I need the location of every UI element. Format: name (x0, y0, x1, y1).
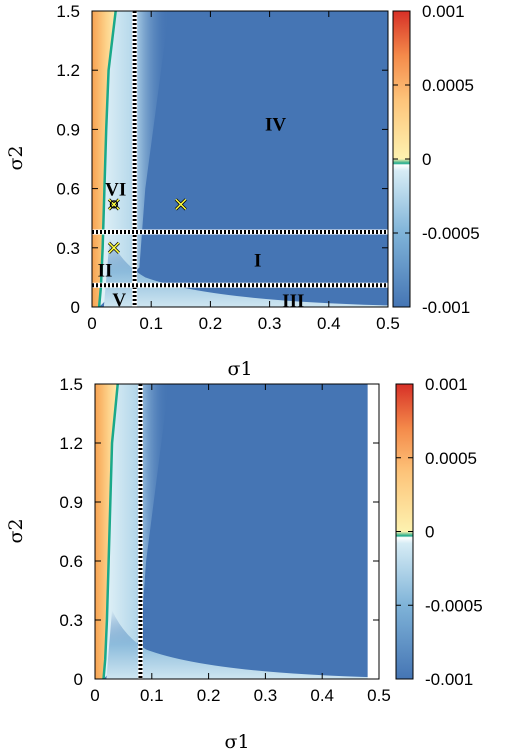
bottom-gradient-band (103, 237, 388, 307)
plot-frame (91, 10, 389, 308)
region-label: III (282, 291, 304, 312)
colorbar-tick-label: -0.0005 (425, 596, 483, 615)
heatmap (92, 11, 388, 307)
region-label: VI (105, 180, 126, 201)
region-label: IV (265, 114, 286, 135)
marker-x (108, 242, 120, 254)
colorbar-tick-label: 0.001 (425, 375, 468, 394)
y-tick-label: 0.3 (59, 611, 83, 630)
x-tick-label: 0 (90, 686, 99, 705)
low-gradient-band (103, 384, 169, 679)
zero-contour (102, 384, 119, 679)
y-axis-label: σ2 (5, 145, 27, 170)
x-tick-label: 0.3 (258, 314, 282, 333)
colorbar-tick-label: 0.0005 (425, 449, 477, 468)
colorbar-tick-label: 0 (422, 150, 431, 169)
y-tick-label: 1.5 (56, 2, 80, 21)
y-tick-label: 1.2 (56, 61, 80, 80)
y-tick-label: 0.9 (56, 120, 80, 139)
colorbar-tick-label: -0.0005 (422, 224, 480, 243)
colorbar-tick-label: -0.001 (425, 670, 473, 689)
colorbar-tick-label: 0 (425, 523, 434, 542)
region-label: V (112, 290, 126, 311)
x-tick-label: 0.4 (310, 686, 334, 705)
data-marker (174, 198, 187, 211)
empty-strip (367, 384, 379, 679)
region-label: II (98, 261, 113, 282)
data-marker (107, 198, 120, 211)
y-tick-label: 0.6 (56, 180, 80, 199)
x-tick-label: 0.2 (199, 314, 223, 333)
positive-region (95, 384, 118, 679)
bottom-gradient-band (106, 610, 379, 679)
heatmap (95, 384, 379, 679)
x-tick-label: 0.5 (367, 686, 391, 705)
y-tick-label: 0.6 (59, 552, 83, 571)
x-tick-label: 0.2 (197, 686, 221, 705)
x-axis-label: σ1 (227, 358, 252, 380)
marker-circle (109, 200, 119, 209)
y-tick-label: 0 (71, 298, 80, 317)
x-tick-label: 0.1 (140, 686, 164, 705)
x-axis-label: σ1 (224, 731, 249, 753)
region-label: I (254, 251, 261, 272)
data-marker (107, 241, 120, 254)
x-tick-label: 0.3 (254, 686, 278, 705)
colorbar-tick-label: 0.001 (422, 2, 465, 21)
x-tick-label: 0.5 (376, 314, 400, 333)
x-tick-label: 0 (87, 314, 96, 333)
plot-frame (94, 383, 380, 680)
y-tick-label: 1.5 (59, 375, 83, 394)
colorbar-tick-label: -0.001 (422, 298, 470, 317)
colorbar-tick-label: 0.0005 (422, 76, 474, 95)
x-tick-label: 0.1 (139, 314, 163, 333)
bottom-heatmap-panel: 0 0.1 0.2 0.3 0.4 0.5 0 0.3 0.6 0.9 1.2 1.5 σ1 σ2 -0.0… (5, 375, 483, 753)
y-tick-label: 0.3 (56, 239, 80, 258)
y-tick-label: 0 (74, 670, 83, 689)
marker-x (108, 198, 120, 210)
y-axis-label: σ2 (5, 518, 27, 543)
y-tick-label: 1.2 (59, 434, 83, 453)
y-tick-label: 0.9 (59, 493, 83, 512)
x-tick-label: 0.4 (317, 314, 341, 333)
marker-x (175, 198, 187, 210)
